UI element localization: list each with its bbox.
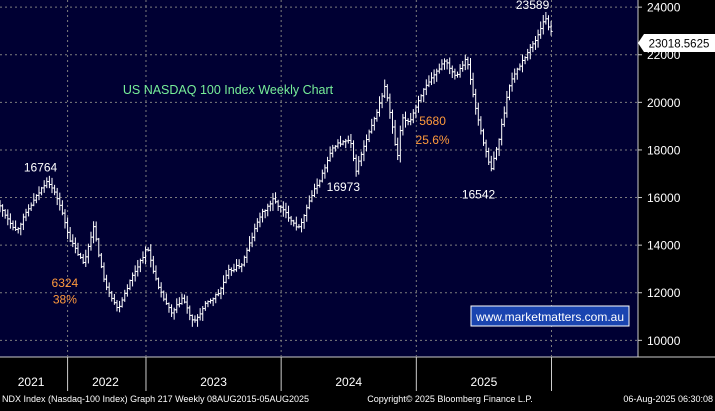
- x-axis-background: [0, 357, 715, 391]
- x-tick-label: 2023: [200, 375, 227, 389]
- x-tick-label: 2022: [92, 375, 119, 389]
- footer-right: 06-Aug-2025 06:30:08: [623, 394, 713, 404]
- y-tick-label: 18000: [647, 143, 681, 157]
- y-tick-label: 10000: [647, 334, 681, 348]
- plot-background: [0, 0, 638, 357]
- last-price-marker: 23018.5625: [638, 34, 715, 52]
- grid: [0, 0, 638, 357]
- y-tick-label: 12000: [647, 286, 681, 300]
- footer-left: NDX Index (Nasdaq-100 Index) Graph 217 W…: [2, 394, 309, 404]
- y-tick-label: 16000: [647, 191, 681, 205]
- annotation-label: 23589: [516, 0, 550, 12]
- annotation-label: 38%: [53, 292, 77, 306]
- y-tick-label: 24000: [647, 1, 681, 15]
- y-tick-label: 14000: [647, 239, 681, 253]
- last-price-label: 23018.5625: [649, 39, 710, 51]
- x-tick-label: 2021: [18, 375, 45, 389]
- footer-center: Copyright© 2025 Bloomberg Finance L.P.: [367, 394, 533, 404]
- annotation-label: 6324: [52, 276, 79, 290]
- annotation-label: 16973: [327, 180, 361, 194]
- x-axis: 2021 2022 2023 2024 2025: [18, 357, 552, 391]
- watermark-link[interactable]: www.marketmatters.com.au: [475, 310, 624, 324]
- y-tick-label: 20000: [647, 96, 681, 110]
- chart-title: US NASDAQ 100 Index Weekly Chart: [123, 83, 334, 97]
- watermark-box[interactable]: [470, 305, 630, 327]
- annotation-label: 16764: [24, 160, 58, 174]
- candles: [0, 11, 553, 327]
- x-tick-label: 2024: [335, 375, 362, 389]
- y-axis-background: [638, 0, 715, 357]
- annotation-label: 5680: [419, 114, 446, 128]
- footer-background: [0, 391, 715, 406]
- annotations: 16764 6324 38% 16973 5680 25.6% 16542 23589: [24, 0, 550, 306]
- x-tick-label: 2025: [471, 375, 498, 389]
- annotation-label: 25.6%: [416, 133, 450, 147]
- last-price-box: [638, 34, 715, 52]
- annotation-label: 16542: [462, 188, 496, 202]
